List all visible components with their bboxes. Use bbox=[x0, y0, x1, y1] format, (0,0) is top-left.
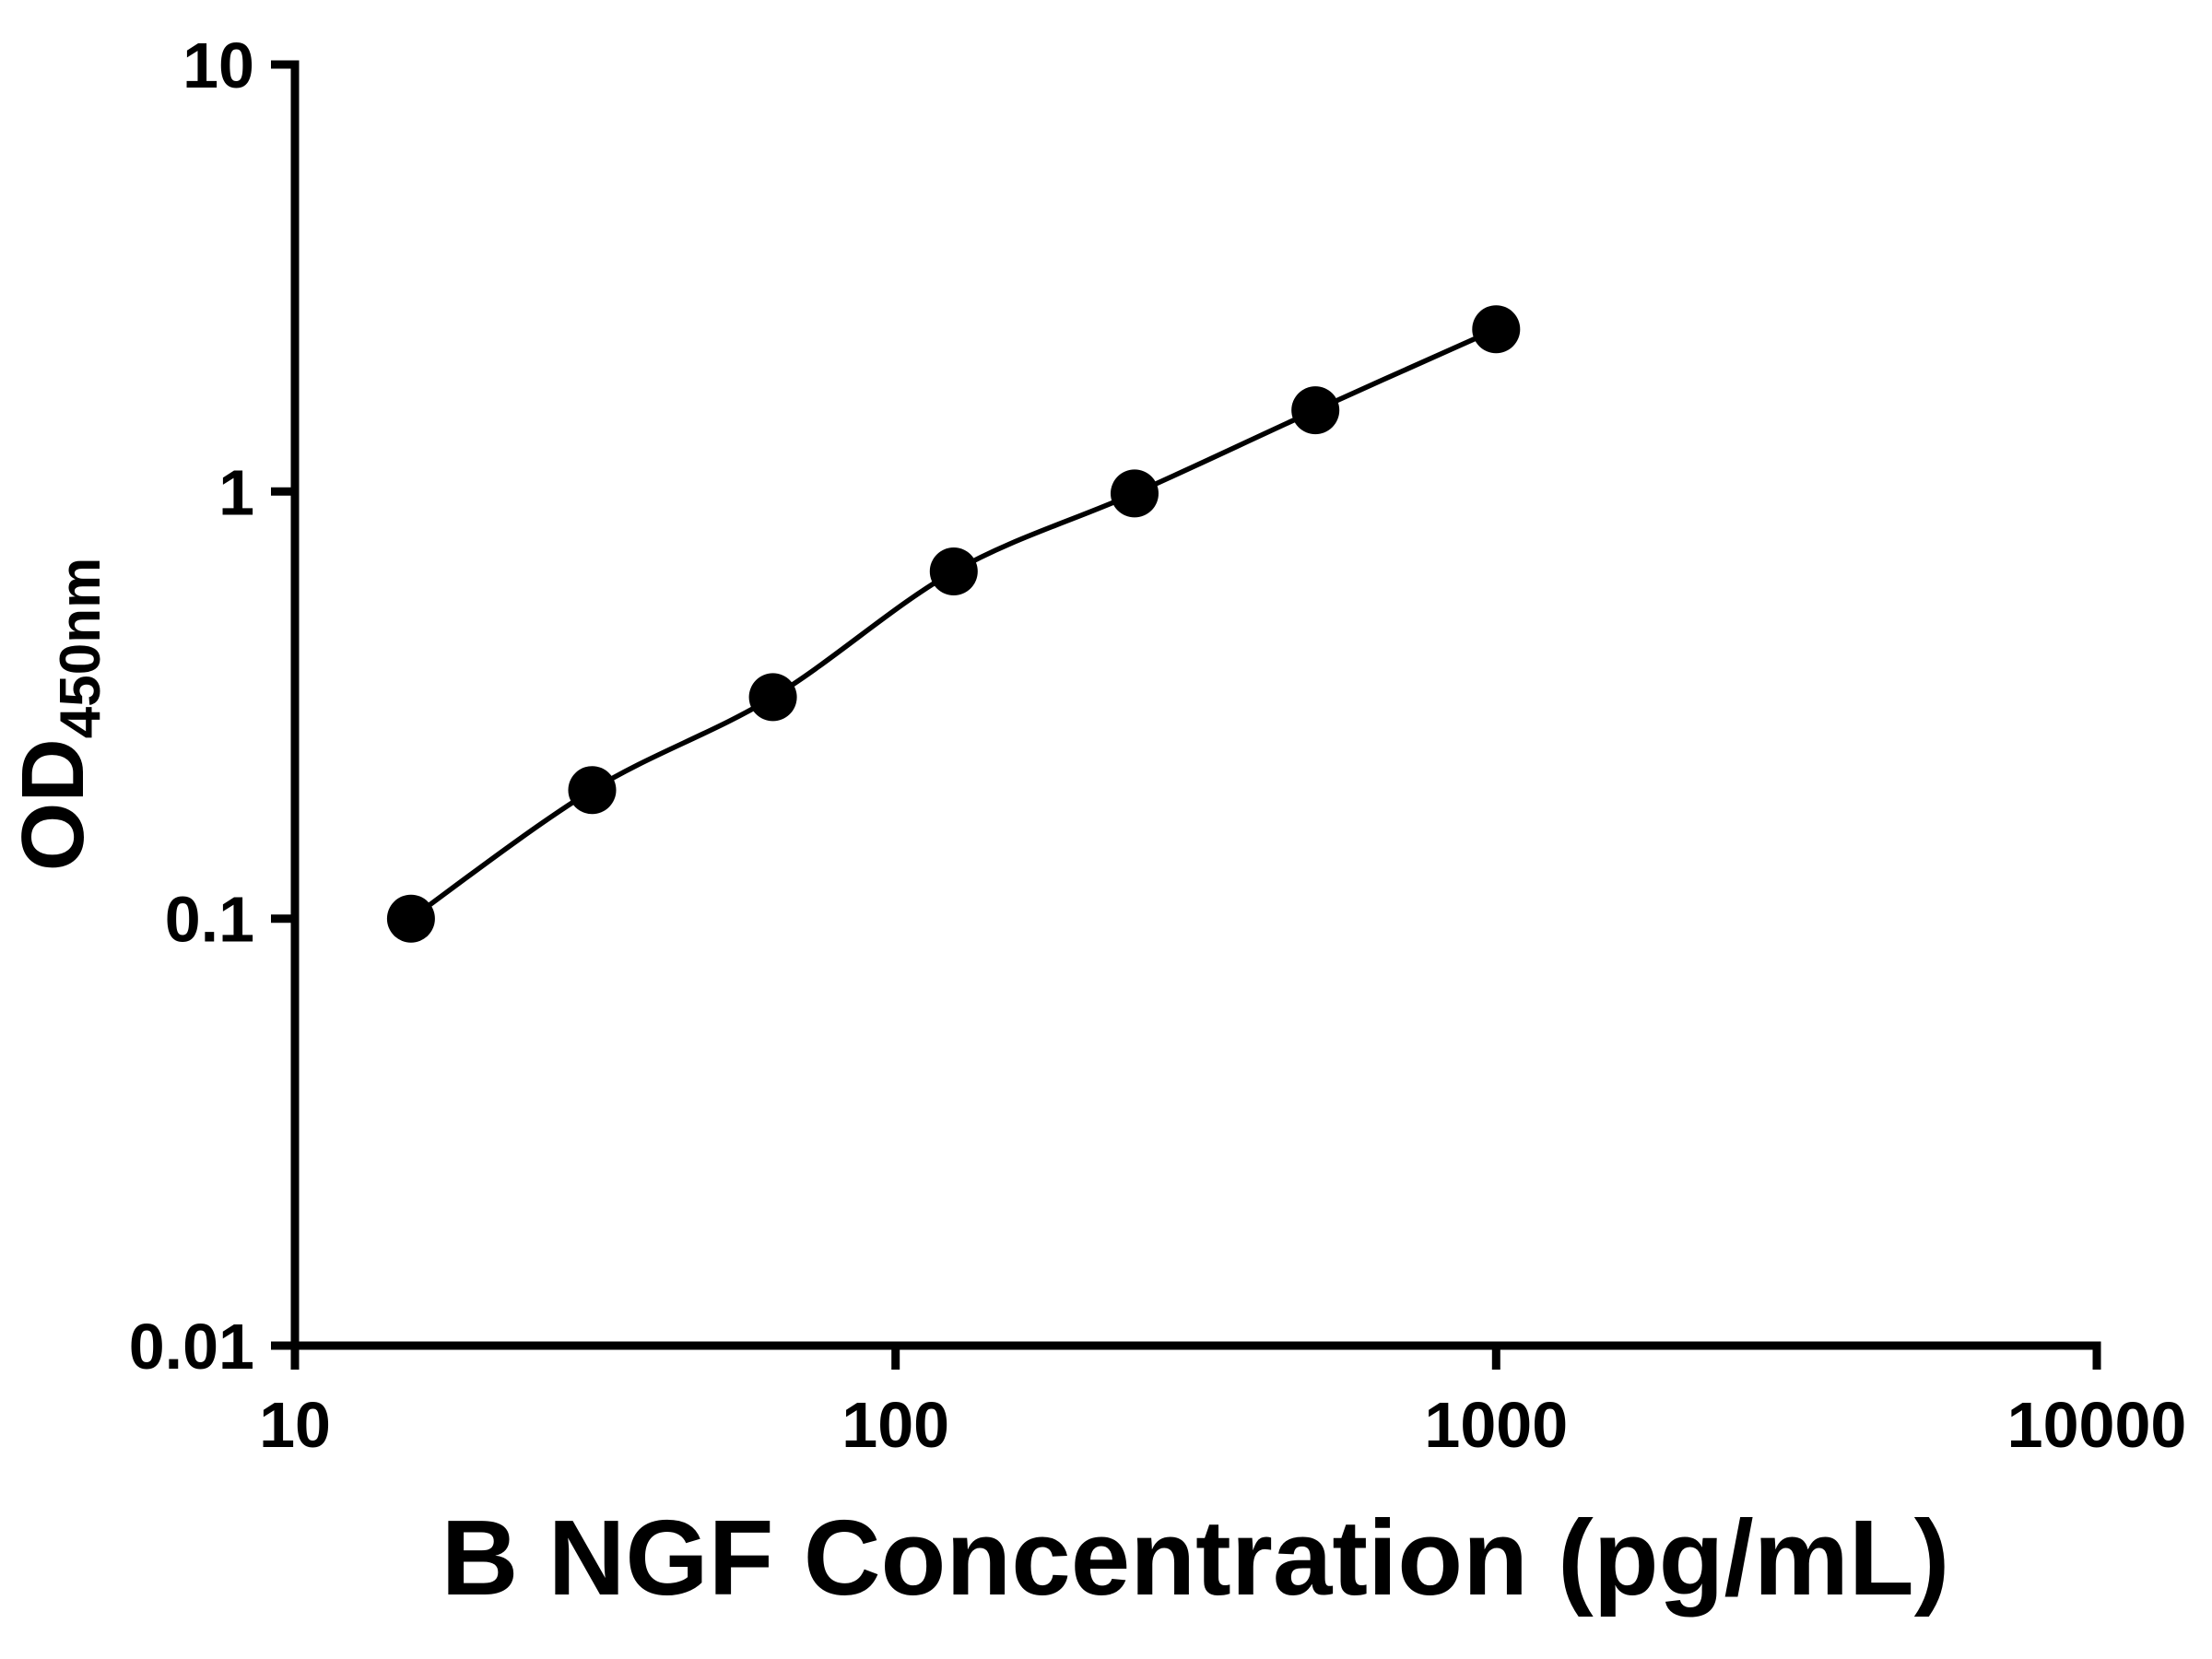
data-point bbox=[1291, 386, 1340, 435]
data-point-markers bbox=[386, 305, 1521, 943]
y-axis-title-main: OD bbox=[4, 738, 102, 871]
y-axis-title: OD450nm bbox=[4, 558, 112, 871]
x-axis-tick-label: 100 bbox=[841, 1389, 949, 1461]
y-axis-tick-label: 0.01 bbox=[129, 1311, 254, 1382]
x-axis-tick-label: 1000 bbox=[1424, 1389, 1568, 1461]
axis-tick-labels: 0.01 0.1 1 10 10 100 1000 10000 bbox=[129, 29, 2187, 1461]
axes bbox=[290, 60, 2101, 1350]
axis-ticks bbox=[271, 60, 2101, 1370]
x-axis-title: B NGF Concentration (pg/mL) bbox=[441, 1498, 1950, 1618]
y-axis-tick-label: 0.1 bbox=[165, 884, 254, 956]
data-point bbox=[386, 894, 435, 943]
data-point bbox=[748, 673, 797, 722]
data-point bbox=[1472, 305, 1521, 354]
axis-lines bbox=[290, 60, 2101, 1350]
data-point bbox=[1111, 469, 1159, 518]
y-axis-title-subscript: 450nm bbox=[49, 558, 112, 738]
y-axis-tick-label: 1 bbox=[218, 456, 254, 528]
x-axis-tick-label: 10 bbox=[259, 1389, 331, 1461]
x-axis-tick-label: 10000 bbox=[2007, 1389, 2187, 1461]
y-axis-tick-label: 10 bbox=[182, 29, 254, 101]
data-point bbox=[568, 766, 617, 815]
data-point bbox=[929, 547, 978, 595]
